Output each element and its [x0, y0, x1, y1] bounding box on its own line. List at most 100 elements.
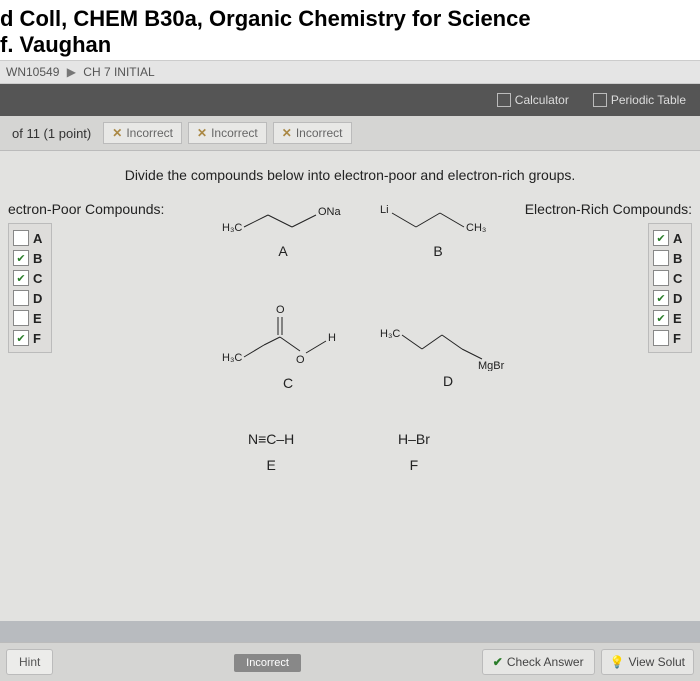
compound-f-formula: H–Br — [398, 431, 430, 447]
compound-e: N≡C–H E — [248, 431, 294, 473]
poor-label-e: E — [33, 311, 42, 326]
poor-row-a: A — [13, 228, 47, 248]
compound-a-left: H₃C — [222, 222, 242, 234]
x-icon: ✕ — [197, 126, 207, 140]
compound-b-right: CH₃ — [466, 222, 486, 234]
course-title-2: f. Vaughan — [0, 32, 700, 58]
chevron-right-icon: ▶ — [67, 65, 76, 79]
attempt-3[interactable]: ✕ Incorrect — [273, 122, 352, 144]
periodic-table-label: Periodic Table — [611, 93, 686, 107]
compound-c-o: O — [276, 304, 285, 316]
poor-label-d: D — [33, 291, 42, 306]
question-content: Divide the compounds below into electron… — [0, 151, 700, 621]
poor-checkbox-f[interactable]: ✔ — [13, 330, 29, 346]
poor-row-e: E — [13, 308, 47, 328]
compound-a: H₃C ONa A — [218, 201, 348, 259]
x-icon: ✕ — [112, 126, 122, 140]
course-title-1: d Coll, CHEM B30a, Organic Chemistry for… — [0, 6, 700, 32]
check-answer-button[interactable]: ✔ Check Answer — [482, 649, 595, 675]
poor-label-b: B — [33, 251, 42, 266]
electron-poor-title: ectron-Poor Compounds: — [8, 201, 198, 217]
compound-a-right: ONa — [318, 206, 342, 218]
compound-d-label: D — [378, 373, 518, 389]
periodic-table-icon — [593, 93, 607, 107]
attempt-1[interactable]: ✕ Incorrect — [103, 122, 182, 144]
hint-button[interactable]: Hint — [6, 649, 53, 675]
compound-c: O H₃C O H C — [218, 301, 358, 391]
poor-label-f: F — [33, 331, 41, 346]
compound-c-h: H — [328, 332, 336, 344]
attempt-1-label: Incorrect — [126, 126, 173, 140]
rich-label-c: C — [673, 271, 682, 286]
compound-d-left: H₃C — [380, 328, 400, 340]
rich-checkbox-c[interactable] — [653, 270, 669, 286]
footer-center: Incorrect — [53, 653, 481, 671]
poor-checkbox-b[interactable]: ✔ — [13, 250, 29, 266]
compound-d: H₃C MgBr D — [378, 321, 518, 389]
rich-label-e: E — [673, 311, 682, 326]
compound-c-label: C — [218, 375, 358, 391]
poor-checkbox-a[interactable] — [13, 230, 29, 246]
compound-c-o2: O — [296, 354, 305, 366]
status-badge: Incorrect — [234, 654, 301, 672]
compound-e-label: E — [248, 457, 294, 473]
rich-label-b: B — [673, 251, 682, 266]
question-bar: of 11 (1 point) ✕Incorrect ✕Incorrect ✕I… — [0, 116, 700, 151]
attempt-3-label: Incorrect — [296, 126, 343, 140]
rich-checkbox-b[interactable] — [653, 250, 669, 266]
rich-row-d: ✔D — [653, 288, 687, 308]
view-solution-label: View Solut — [629, 655, 685, 669]
compound-a-label: A — [218, 243, 348, 259]
poor-checkbox-e[interactable] — [13, 310, 29, 326]
compound-f: H–Br F — [398, 431, 430, 473]
poor-row-f: ✔F — [13, 328, 47, 348]
rich-row-e: ✔E — [653, 308, 687, 328]
calculator-label: Calculator — [515, 93, 569, 107]
poor-label-c: C — [33, 271, 42, 286]
rich-row-c: C — [653, 268, 687, 288]
calculator-button[interactable]: Calculator — [489, 90, 577, 110]
rich-row-f: F — [653, 328, 687, 348]
compounds-area: H₃C ONa A Li CH₃ B — [198, 201, 502, 561]
compound-b-left: Li — [380, 204, 389, 216]
poor-checkbox-c[interactable]: ✔ — [13, 270, 29, 286]
electron-poor-checklist: A✔B✔CDE✔F — [8, 223, 52, 353]
electron-poor-column: ectron-Poor Compounds: A✔B✔CDE✔F — [8, 201, 198, 353]
electron-rich-column: Electron-Rich Compounds: ✔ABC✔D✔EF — [502, 201, 692, 353]
bulb-icon: 💡 — [610, 655, 625, 669]
rich-checkbox-e[interactable]: ✔ — [653, 310, 669, 326]
breadcrumb-assignment[interactable]: WN10549 — [6, 65, 59, 79]
attempt-2[interactable]: ✕ Incorrect — [188, 122, 267, 144]
electron-rich-title: Electron-Rich Compounds: — [502, 201, 692, 217]
periodic-table-button[interactable]: Periodic Table — [585, 90, 694, 110]
breadcrumb-section[interactable]: CH 7 INITIAL — [83, 65, 154, 79]
rich-row-b: B — [653, 248, 687, 268]
breadcrumb: WN10549 ▶ CH 7 INITIAL — [0, 60, 700, 84]
poor-checkbox-d[interactable] — [13, 290, 29, 306]
compound-d-right: MgBr — [478, 360, 505, 371]
rich-label-f: F — [673, 331, 681, 346]
rich-checkbox-f[interactable] — [653, 330, 669, 346]
rich-label-d: D — [673, 291, 682, 306]
compound-c-left: H₃C — [222, 352, 242, 364]
poor-label-a: A — [33, 231, 42, 246]
x-icon: ✕ — [282, 126, 292, 140]
rich-row-a: ✔A — [653, 228, 687, 248]
compound-f-label: F — [398, 457, 430, 473]
poor-row-b: ✔B — [13, 248, 47, 268]
check-answer-label: Check Answer — [507, 655, 584, 669]
poor-row-d: D — [13, 288, 47, 308]
compound-e-formula: N≡C–H — [248, 431, 294, 447]
rich-checkbox-d[interactable]: ✔ — [653, 290, 669, 306]
poor-row-c: ✔C — [13, 268, 47, 288]
question-prompt: Divide the compounds below into electron… — [8, 167, 692, 183]
check-icon: ✔ — [493, 655, 503, 669]
footer-bar: Hint Incorrect ✔ Check Answer 💡 View Sol… — [0, 642, 700, 681]
view-solution-button[interactable]: 💡 View Solut — [601, 649, 694, 675]
compound-b-label: B — [378, 243, 498, 259]
rich-label-a: A — [673, 231, 682, 246]
electron-rich-checklist: ✔ABC✔D✔EF — [648, 223, 692, 353]
answer-columns: ectron-Poor Compounds: A✔B✔CDE✔F H₃C ONa… — [8, 201, 692, 561]
rich-checkbox-a[interactable]: ✔ — [653, 230, 669, 246]
attempt-2-label: Incorrect — [211, 126, 258, 140]
